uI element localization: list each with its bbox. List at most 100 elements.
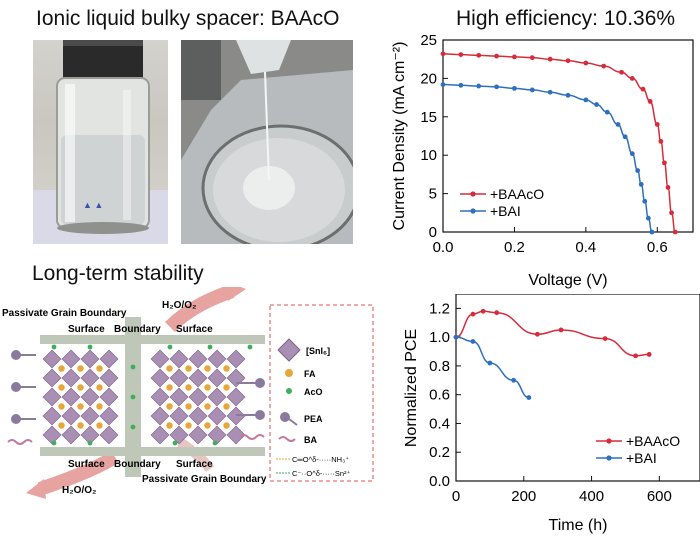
data-point	[629, 76, 635, 81]
sni6-octahedron	[169, 368, 189, 388]
pouring-photo	[181, 40, 353, 244]
sni6-octahedron	[99, 349, 119, 369]
series-line-0	[455, 310, 650, 357]
jv-ticks: 0.0 0.2 0.4 0.6 0 5 10 15 20 25	[420, 32, 667, 256]
label-boundary-bottom: Boundary	[114, 459, 161, 470]
y-tick-label: 1.2	[429, 300, 450, 317]
jv-xlabel: Voltage (V)	[528, 272, 607, 289]
sni6-octahedron	[226, 387, 246, 407]
sni6-octahedron	[188, 349, 208, 369]
data-point	[476, 83, 482, 89]
sni6-octahedron	[169, 406, 189, 426]
y-tick-label: 10	[420, 147, 437, 164]
fa-cation	[204, 403, 211, 410]
fa-cation	[223, 365, 230, 372]
aco-anion	[87, 440, 93, 446]
sni6-octahedron	[42, 349, 62, 369]
legend-label: +BAAcO	[490, 186, 544, 202]
x-tick-label: 0	[452, 488, 460, 505]
data-point	[512, 85, 517, 91]
sni6-octahedron	[169, 349, 189, 369]
aco-anion	[87, 344, 93, 350]
legend-hbond-1: C═O^δ-·····NH₃⁺	[292, 455, 349, 464]
aco-anion	[172, 440, 178, 446]
sni6-octahedron	[150, 425, 170, 445]
sni6-octahedron	[42, 368, 62, 388]
sni6-octahedron	[150, 349, 170, 369]
data-point	[529, 55, 535, 61]
gas-arrow-blocked	[177, 437, 215, 473]
legend-aco: AcO	[304, 387, 323, 397]
legend-pea-icon	[280, 412, 290, 422]
aco-anion	[130, 394, 136, 400]
sni6-octahedron	[99, 425, 119, 445]
data-point	[602, 336, 608, 341]
data-point	[583, 97, 589, 103]
fa-cation	[77, 365, 84, 372]
legend-fa: FA	[304, 369, 316, 379]
data-point	[440, 51, 446, 57]
stability-ylabel: Normalized PCE	[403, 329, 420, 447]
legend-fa-icon	[285, 369, 293, 377]
sni6-octahedron	[226, 368, 246, 388]
data-point	[622, 134, 628, 140]
sni6-octahedron	[150, 406, 170, 426]
fa-cation	[58, 422, 65, 429]
x-tick-label: 600	[647, 488, 672, 505]
sni6-octahedron	[207, 406, 227, 426]
fa-cation	[77, 403, 84, 410]
perovskite-lattice-right	[150, 349, 246, 445]
jv-axes-frame	[442, 39, 694, 233]
data-point	[583, 60, 589, 66]
series-line-0	[442, 53, 676, 233]
fa-cation	[185, 384, 192, 391]
aco-anion	[207, 344, 213, 350]
data-point	[547, 56, 553, 62]
data-point	[669, 210, 674, 216]
data-point	[529, 87, 535, 93]
jv-series	[440, 51, 678, 235]
data-point	[594, 102, 599, 107]
data-point	[476, 52, 482, 58]
data-point	[672, 229, 678, 235]
data-point	[440, 82, 446, 87]
sni6-octahedron	[61, 387, 81, 407]
vial-photo: ▲ ▲	[33, 40, 168, 244]
aco-anion	[247, 344, 253, 350]
sni6-octahedron	[99, 387, 119, 407]
data-point	[526, 395, 532, 400]
fa-cation	[185, 422, 192, 429]
gas-arrow-top-head	[226, 287, 246, 301]
aco-anion	[212, 440, 218, 446]
label-surface-bottom-right: Surface	[176, 459, 213, 470]
data-point	[512, 54, 517, 60]
pea-molecule	[11, 414, 21, 424]
sni6-octahedron	[226, 349, 246, 369]
data-point	[547, 89, 553, 95]
sni6-octahedron	[207, 387, 227, 407]
y-tick-label: 20	[420, 70, 437, 87]
aco-anion	[167, 344, 173, 350]
stability-axes-frame	[455, 294, 700, 482]
sni6-octahedron	[61, 406, 81, 426]
data-point	[565, 58, 571, 64]
data-point	[458, 82, 464, 88]
stability-legend: +BAAcO+BAI	[596, 433, 680, 466]
legend-marker	[606, 455, 612, 461]
data-point	[470, 311, 476, 317]
sni6-octahedron	[61, 425, 81, 445]
aco-anion	[130, 424, 136, 430]
data-point	[640, 86, 646, 92]
sni6-octahedron	[188, 387, 208, 407]
data-point	[558, 327, 564, 333]
sni6-octahedron	[42, 425, 62, 445]
fa-cation	[96, 384, 103, 391]
sni6-octahedron	[42, 406, 62, 426]
legend-ba-icon	[278, 436, 296, 442]
sni6-octahedron	[99, 406, 119, 426]
data-point	[565, 92, 571, 98]
fa-cation	[223, 403, 230, 410]
fa-cation	[204, 384, 211, 391]
surface-molecules	[7, 344, 265, 446]
x-tick-label: 0.6	[647, 239, 668, 256]
